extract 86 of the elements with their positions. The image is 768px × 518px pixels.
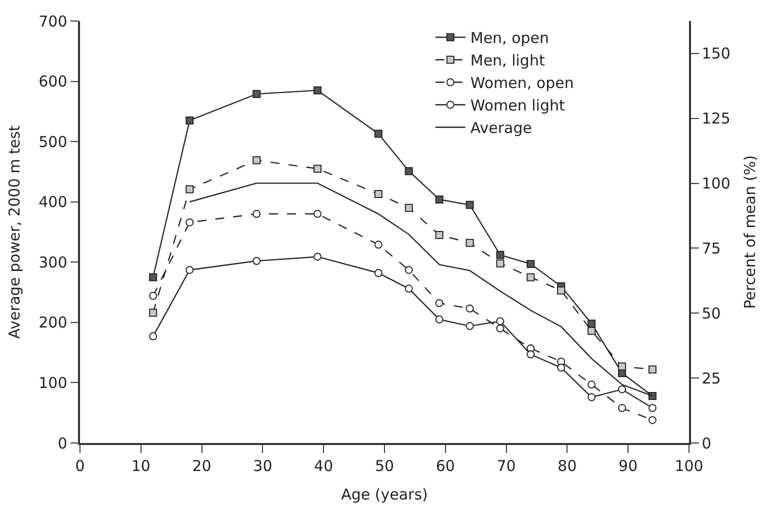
point — [618, 404, 626, 412]
y2-axis-title: Percent of mean (%) — [740, 155, 759, 309]
point — [648, 416, 656, 424]
y-tick-label: 0 — [58, 434, 68, 452]
point — [404, 266, 413, 274]
y-tick-label: 400 — [38, 193, 68, 212]
point — [186, 116, 194, 124]
y2-tick-label: 100 — [702, 174, 730, 193]
x-axis-title: Age (years) — [341, 485, 428, 504]
point — [435, 299, 444, 308]
y-tick-label: 700 — [38, 12, 68, 30]
y2-tick-label: 0 — [702, 434, 712, 452]
x-tick-label: 80 — [558, 456, 577, 475]
x-tick-label: 30 — [253, 456, 272, 475]
point — [149, 308, 158, 317]
point — [374, 268, 382, 277]
point — [186, 266, 194, 274]
point — [314, 86, 322, 94]
legend-label: Women, open — [470, 74, 574, 92]
y-tick-label: 200 — [38, 314, 68, 332]
point — [618, 385, 626, 394]
x-tick-label: 40 — [314, 456, 334, 475]
point — [314, 210, 322, 218]
point — [404, 204, 413, 212]
point — [496, 250, 504, 259]
x-tick-label: 90 — [618, 456, 638, 475]
y2-tick-label: 50 — [702, 304, 721, 322]
legend-label: Average — [470, 119, 532, 138]
point — [496, 324, 504, 332]
x-tick-label: 70 — [496, 456, 516, 475]
point — [588, 380, 596, 389]
point — [252, 90, 261, 98]
point — [648, 392, 656, 400]
y-tick-label: 500 — [38, 132, 68, 151]
legend-label: Women light — [470, 96, 565, 115]
point — [252, 156, 261, 164]
legend-label: Men, light — [470, 52, 545, 70]
point — [557, 286, 566, 294]
point — [496, 259, 504, 268]
point — [404, 284, 413, 293]
point — [186, 185, 194, 194]
point — [466, 200, 474, 209]
point — [374, 190, 382, 198]
point — [526, 273, 535, 282]
point — [252, 256, 261, 265]
x-tick-label: 60 — [436, 456, 455, 475]
x-tick-label: 100 — [674, 456, 704, 475]
y2-tick-label: 125 — [702, 110, 730, 128]
point — [435, 195, 444, 204]
point — [557, 364, 566, 372]
point — [314, 164, 322, 173]
y-axis-title: Average power, 2000 m test — [5, 125, 24, 339]
point — [526, 260, 535, 268]
x-tick-label: 10 — [131, 456, 150, 475]
point — [374, 240, 382, 249]
point — [648, 404, 656, 412]
x-tick-label: 20 — [192, 456, 212, 475]
y-tick-label: 600 — [38, 72, 68, 91]
y-tick-label: 100 — [38, 374, 68, 392]
point — [149, 332, 158, 340]
y2-tick-label: 150 — [702, 44, 730, 63]
point — [149, 292, 158, 300]
y2-tick-label: 75 — [702, 239, 721, 258]
point — [526, 350, 535, 358]
x-tick-label: 50 — [374, 456, 394, 475]
point — [588, 326, 596, 335]
point — [618, 362, 626, 370]
point — [404, 167, 413, 176]
point — [314, 252, 322, 261]
y2-tick-label: 25 — [702, 369, 721, 388]
point — [252, 210, 261, 218]
legend-label: Men, open — [470, 29, 550, 48]
point — [435, 315, 444, 324]
point — [435, 231, 444, 240]
point — [466, 304, 474, 313]
point — [466, 322, 474, 330]
point — [496, 317, 504, 326]
point — [374, 130, 382, 138]
point — [149, 273, 158, 282]
y-tick-label: 300 — [38, 253, 68, 272]
point — [648, 365, 656, 374]
point — [588, 393, 596, 402]
point — [588, 320, 596, 328]
point — [466, 238, 474, 247]
x-tick-label: 0 — [75, 456, 85, 475]
point — [186, 218, 194, 226]
